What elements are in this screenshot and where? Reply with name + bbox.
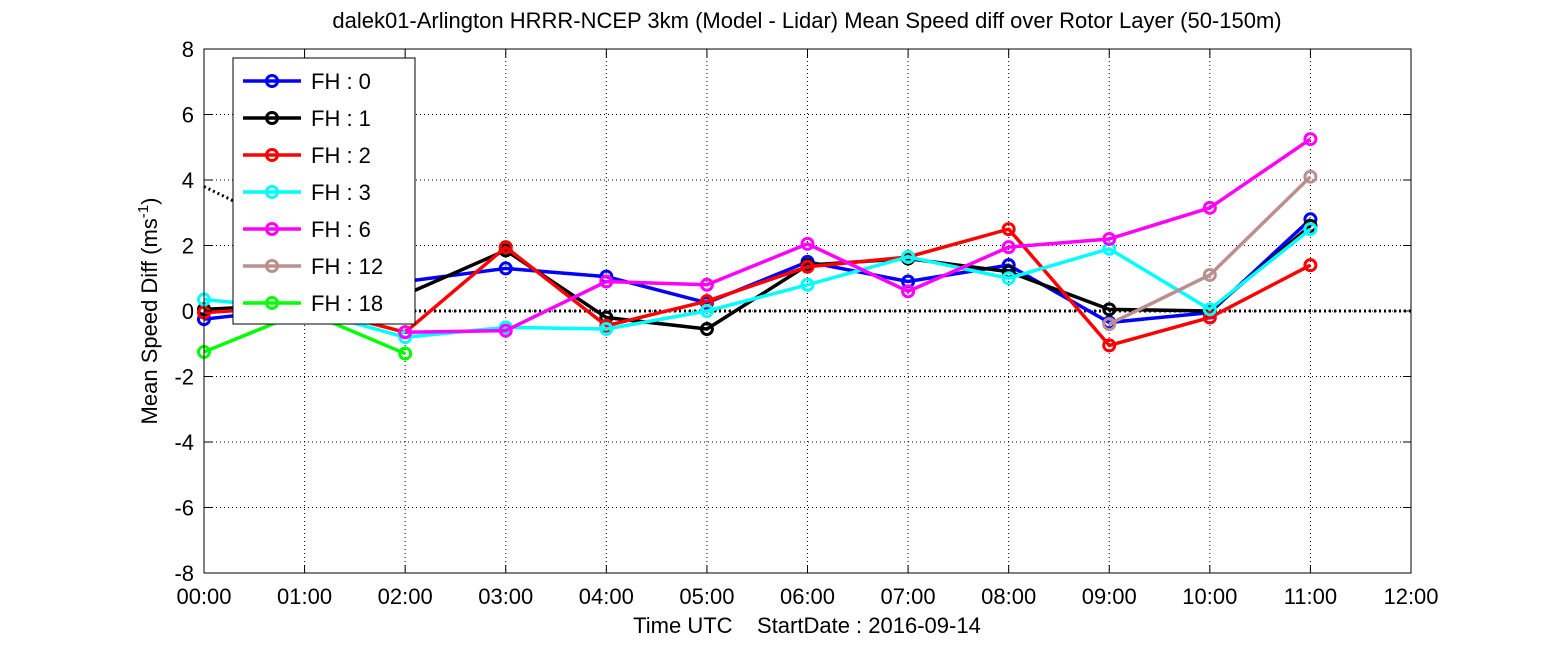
legend-swatch-marker bbox=[265, 111, 279, 125]
data-point bbox=[1202, 310, 1217, 325]
legend-label: FH : 2 bbox=[311, 143, 371, 168]
legend-label: FH : 1 bbox=[311, 106, 371, 131]
data-point bbox=[599, 322, 614, 337]
legend: FH : 0 FH : 1 FH : 2 FH : 3 FH : 6 FH : 12 FH … bbox=[232, 57, 416, 325]
legend-item: FH : 1 bbox=[243, 106, 371, 131]
data-point bbox=[800, 259, 815, 274]
data-point bbox=[1102, 231, 1117, 246]
x-tick-label: 05:00 bbox=[679, 584, 734, 609]
data-point bbox=[1102, 338, 1117, 353]
y-tick-label: -8 bbox=[174, 561, 194, 586]
data-point bbox=[800, 277, 815, 292]
data-point bbox=[599, 274, 614, 289]
series-fh-12 bbox=[1102, 169, 1318, 332]
data-point bbox=[1202, 302, 1217, 317]
data-point bbox=[1202, 200, 1217, 215]
series-line bbox=[1108, 175, 1312, 326]
legend-item: FH : 12 bbox=[243, 254, 383, 279]
data-point bbox=[1001, 222, 1016, 237]
x-axis-label: Time UTC StartDate : 2016-09-14 bbox=[633, 613, 981, 638]
axis-ticks bbox=[203, 48, 1412, 574]
y-tick-label: -2 bbox=[174, 365, 194, 390]
x-tick-labels: 00:00 01:00 02:00 03:00 04:00 05:00 06:00 07:00… bbox=[176, 584, 1438, 609]
legend-swatch-marker bbox=[265, 222, 279, 236]
data-point bbox=[699, 304, 714, 318]
data-point bbox=[1202, 267, 1217, 282]
x-tick-label: 12:00 bbox=[1383, 584, 1438, 609]
x-tick-label: 04:00 bbox=[579, 584, 634, 609]
y-tick-label: -4 bbox=[174, 430, 194, 455]
y-tick-label: 4 bbox=[182, 168, 194, 193]
legend-item: FH : 6 bbox=[243, 217, 371, 242]
legend-swatch-marker bbox=[265, 148, 279, 162]
legend-label: FH : 6 bbox=[311, 217, 371, 242]
data-point bbox=[398, 325, 413, 340]
y-tick-label: 8 bbox=[182, 37, 194, 62]
x-tick-label: 06:00 bbox=[780, 584, 835, 609]
y-tick-label: 6 bbox=[182, 103, 194, 128]
data-point bbox=[498, 323, 513, 338]
y-axis-label: Mean Speed Diff (ms-1) bbox=[135, 198, 162, 425]
x-tick-label: 07:00 bbox=[881, 584, 936, 609]
series-line bbox=[203, 227, 1312, 348]
legend-label: FH : 3 bbox=[311, 180, 371, 205]
y-tick-labels: -8 -6 -4 -2 0 2 4 6 8 bbox=[174, 37, 194, 586]
x-tick-label: 02:00 bbox=[378, 584, 433, 609]
data-point bbox=[901, 284, 916, 299]
data-point bbox=[398, 346, 413, 361]
grid-lines bbox=[204, 49, 1411, 573]
data-point bbox=[1303, 222, 1318, 237]
y-tick-label: 0 bbox=[182, 299, 194, 324]
data-point bbox=[699, 322, 714, 337]
data-point bbox=[901, 249, 916, 264]
data-point bbox=[800, 236, 815, 251]
legend-swatch-marker bbox=[265, 185, 279, 199]
y-tick-label: 2 bbox=[182, 234, 194, 259]
data-point bbox=[498, 240, 513, 255]
y-axis-label-superscript: -1 bbox=[135, 205, 152, 218]
legend-label: FH : 18 bbox=[311, 291, 383, 316]
x-tick-label: 08:00 bbox=[981, 584, 1036, 609]
series-line bbox=[203, 227, 1312, 339]
series-line bbox=[405, 137, 1312, 335]
data-point bbox=[1303, 169, 1318, 184]
data-point bbox=[1303, 132, 1318, 147]
data-point bbox=[1102, 302, 1117, 317]
legend-label: FH : 12 bbox=[311, 254, 383, 279]
chart-title: dalek01-Arlington HRRR-NCEP 3km (Model -… bbox=[332, 8, 1281, 33]
x-tick-label: 00:00 bbox=[176, 584, 231, 609]
x-tick-label: 11:00 bbox=[1284, 584, 1337, 609]
x-tick-label: 03:00 bbox=[478, 584, 533, 609]
data-point bbox=[1001, 271, 1016, 286]
data-point bbox=[1001, 240, 1016, 255]
legend-item: FH : 2 bbox=[243, 143, 371, 168]
legend-label: FH : 0 bbox=[311, 69, 371, 94]
x-tick-label: 10:00 bbox=[1182, 584, 1237, 609]
y-axis-label-end: ) bbox=[137, 198, 162, 205]
data-point bbox=[1303, 258, 1318, 273]
x-tick-label: 09:00 bbox=[1082, 584, 1137, 609]
series-fh-6 bbox=[398, 132, 1318, 340]
legend-swatch-marker bbox=[265, 296, 279, 310]
data-point bbox=[498, 261, 513, 276]
data-point bbox=[699, 277, 714, 292]
legend-swatch-marker bbox=[265, 74, 279, 88]
y-tick-label: -6 bbox=[174, 496, 194, 521]
legend-item: FH : 0 bbox=[243, 69, 371, 94]
legend-item: FH : 3 bbox=[243, 180, 371, 205]
y-axis-label-main: Mean Speed Diff (ms bbox=[137, 218, 162, 424]
x-tick-label: 01:00 bbox=[277, 584, 332, 609]
legend-item: FH : 18 bbox=[243, 291, 383, 316]
legend-swatch-marker bbox=[265, 259, 279, 273]
data-point bbox=[1102, 317, 1117, 332]
